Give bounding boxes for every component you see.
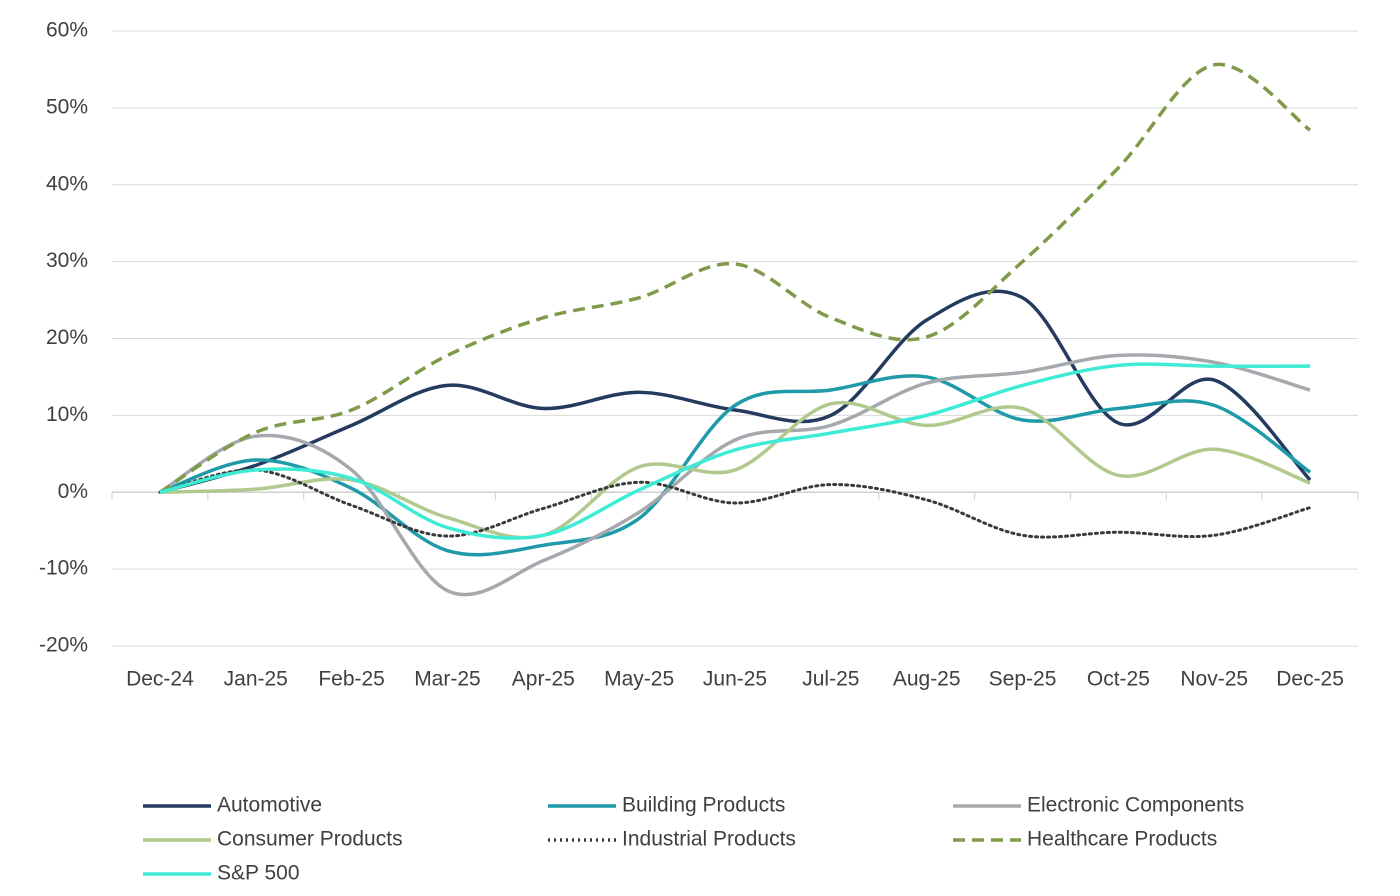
- x-tick-label: Dec-24: [126, 668, 194, 691]
- y-tick-label: 0%: [58, 480, 88, 503]
- y-tick-label: -20%: [39, 634, 88, 657]
- x-tick-label: Apr-25: [512, 668, 575, 691]
- x-tick-label: Jul-25: [802, 668, 859, 691]
- legend-label: Building Products: [622, 794, 785, 817]
- legend-label: Electronic Components: [1027, 794, 1244, 817]
- series-line: [158, 468, 1312, 539]
- legend-label: Industrial Products: [622, 828, 796, 851]
- y-tick-label: 60%: [46, 19, 88, 42]
- legend-label: Consumer Products: [217, 828, 403, 851]
- series-line: [159, 374, 1312, 557]
- legend-label: Automotive: [217, 794, 322, 817]
- y-tick-label: 40%: [46, 172, 88, 195]
- x-tick-label: Sep-25: [989, 668, 1057, 691]
- series-line: [158, 62, 1312, 494]
- series-line: [159, 362, 1311, 540]
- x-tick-label: Dec-25: [1276, 668, 1344, 691]
- series-line: [159, 289, 1312, 494]
- x-tick-label: Feb-25: [318, 668, 385, 691]
- series-line: [159, 353, 1311, 597]
- x-tick-label: Jun-25: [703, 668, 767, 691]
- x-tick-label: Mar-25: [414, 668, 481, 691]
- y-tick-label: 10%: [46, 403, 88, 426]
- y-tick-label: -10%: [39, 557, 88, 580]
- y-tick-label: 20%: [46, 326, 88, 349]
- x-tick-label: Aug-25: [893, 668, 961, 691]
- x-tick-label: May-25: [604, 668, 674, 691]
- x-tick-label: Nov-25: [1180, 668, 1248, 691]
- legend-label: S&P 500: [217, 862, 300, 885]
- x-tick-label: Jan-25: [224, 668, 288, 691]
- y-tick-label: 50%: [46, 95, 88, 118]
- x-tick-label: Oct-25: [1087, 668, 1150, 691]
- legend-label: Healthcare Products: [1027, 828, 1217, 851]
- y-tick-label: 30%: [46, 249, 88, 272]
